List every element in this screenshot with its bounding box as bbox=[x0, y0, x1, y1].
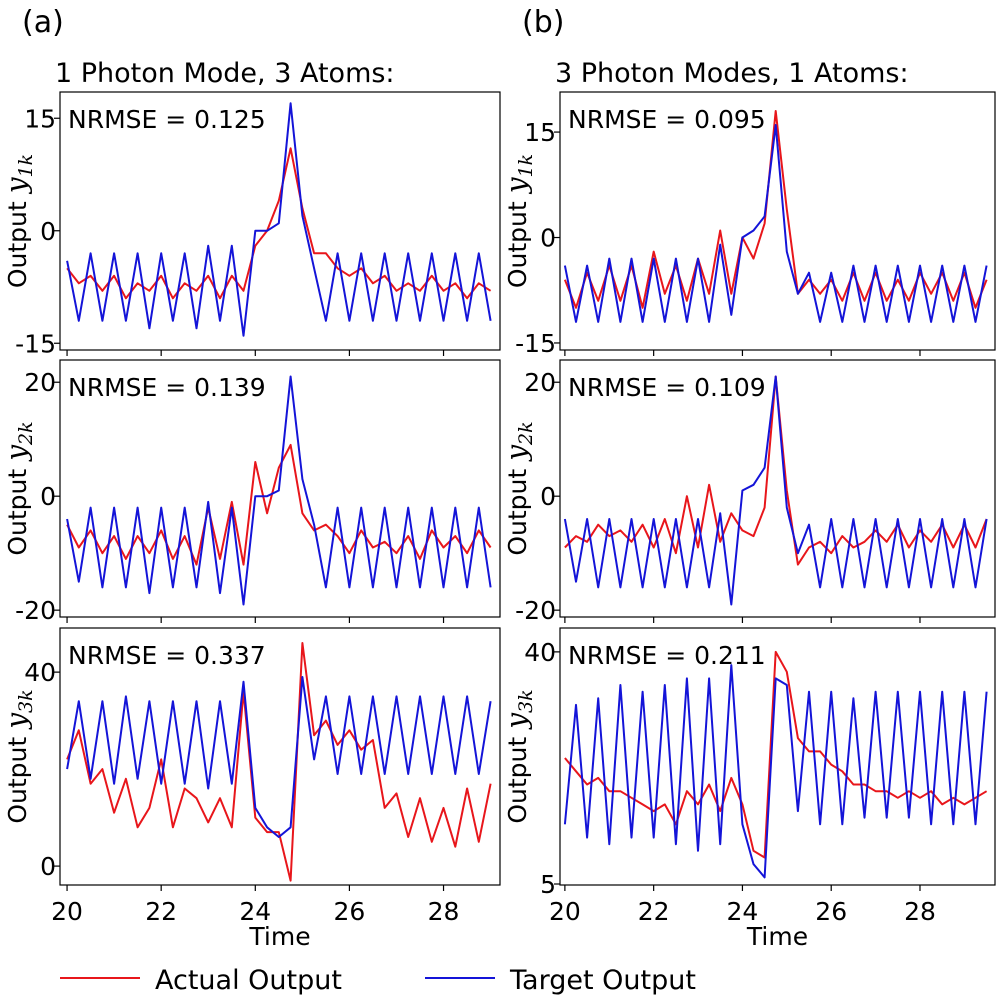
y-tick-label: -15 bbox=[15, 329, 56, 358]
y-tick-label: 0 bbox=[40, 482, 56, 511]
series-line bbox=[66, 375, 492, 606]
axes-frame bbox=[59, 91, 501, 351]
x-tick-label: 28 bbox=[428, 897, 460, 926]
x-tick-label: 22 bbox=[638, 897, 670, 926]
y-label-text: Output bbox=[3, 737, 32, 824]
y-label-sub: 1k bbox=[15, 154, 37, 178]
series-line bbox=[66, 443, 492, 566]
y-tick-label: -15 bbox=[515, 329, 556, 358]
y-axis-label: Output y1k bbox=[0, 154, 37, 288]
series-line bbox=[563, 375, 988, 606]
y-label-sub: 3k bbox=[515, 689, 537, 713]
x-tick-label: 24 bbox=[727, 897, 759, 926]
series-line bbox=[563, 124, 988, 323]
y-label-var: y bbox=[0, 444, 33, 463]
series-line bbox=[66, 642, 492, 882]
x-tick-label: 26 bbox=[815, 897, 847, 926]
y-axis-label: Output y3k bbox=[500, 689, 537, 823]
x-axis-label: Time bbox=[248, 922, 310, 951]
axes-frame bbox=[59, 359, 501, 618]
y-axis-label: Output y3k bbox=[0, 689, 37, 823]
panel-label: (b) bbox=[522, 5, 564, 40]
y-tick-label: -20 bbox=[515, 596, 556, 625]
legend-label: Actual Output bbox=[155, 965, 342, 996]
y-label-var: y bbox=[500, 176, 533, 195]
y-tick-label: 40 bbox=[524, 638, 556, 667]
y-axis-label: Output y2k bbox=[500, 421, 537, 555]
y-label-var: y bbox=[0, 176, 33, 195]
y-tick-label: 40 bbox=[24, 658, 56, 687]
axes-frame bbox=[559, 627, 996, 886]
annotation: NRMSE = 0.125 bbox=[68, 105, 266, 134]
panel-label: (a) bbox=[22, 5, 64, 40]
annotation: NRMSE = 0.109 bbox=[568, 373, 766, 402]
y-label-text: Output bbox=[3, 469, 32, 556]
x-tick-label: 26 bbox=[334, 897, 366, 926]
y-tick-label: -20 bbox=[15, 596, 56, 625]
y-tick-label: 0 bbox=[540, 482, 556, 511]
y-label-text: Output bbox=[503, 737, 532, 824]
y-label-sub: 2k bbox=[515, 421, 537, 446]
y-label-text: Output bbox=[3, 201, 32, 288]
axes-frame bbox=[559, 359, 996, 618]
y-tick-label: 0 bbox=[40, 217, 56, 246]
series-line bbox=[66, 676, 492, 838]
y-axis-label: Output y1k bbox=[500, 154, 537, 288]
y-label-text: Output bbox=[503, 201, 532, 288]
y-tick-label: 15 bbox=[524, 118, 556, 147]
y-axis-label: Output y2k bbox=[0, 421, 37, 555]
x-tick-label: 22 bbox=[145, 897, 177, 926]
x-axis-label: Time bbox=[746, 922, 808, 951]
y-tick-label: 0 bbox=[540, 224, 556, 253]
axes-frame bbox=[59, 627, 501, 886]
annotation: NRMSE = 0.139 bbox=[68, 373, 266, 402]
annotation: NRMSE = 0.211 bbox=[568, 641, 766, 670]
series-line bbox=[66, 147, 492, 300]
column-title: 3 Photon Modes, 1 Atoms: bbox=[555, 58, 909, 89]
y-label-text: Output bbox=[503, 469, 532, 556]
series-line bbox=[66, 102, 492, 337]
x-tick-label: 24 bbox=[239, 897, 271, 926]
x-tick-label: 20 bbox=[51, 897, 83, 926]
y-label-var: y bbox=[0, 712, 33, 731]
y-tick-label: 5 bbox=[540, 870, 556, 899]
annotation: NRMSE = 0.337 bbox=[68, 641, 266, 670]
y-tick-label: 0 bbox=[40, 852, 56, 881]
y-label-var: y bbox=[500, 444, 533, 463]
legend-label: Target Output bbox=[509, 965, 696, 996]
y-label-sub: 2k bbox=[15, 421, 37, 446]
x-tick-label: 20 bbox=[549, 897, 581, 926]
y-tick-label: 15 bbox=[24, 104, 56, 133]
column-title: 1 Photon Mode, 3 Atoms: bbox=[55, 58, 395, 89]
y-tick-label: 20 bbox=[24, 368, 56, 397]
y-tick-label: 20 bbox=[524, 368, 556, 397]
x-tick-label: 28 bbox=[904, 897, 936, 926]
y-label-var: y bbox=[500, 712, 533, 731]
y-label-sub: 3k bbox=[15, 689, 37, 713]
series-line bbox=[563, 664, 988, 879]
y-label-sub: 1k bbox=[515, 154, 537, 178]
axes-frame bbox=[559, 91, 996, 351]
annotation: NRMSE = 0.095 bbox=[568, 105, 766, 134]
